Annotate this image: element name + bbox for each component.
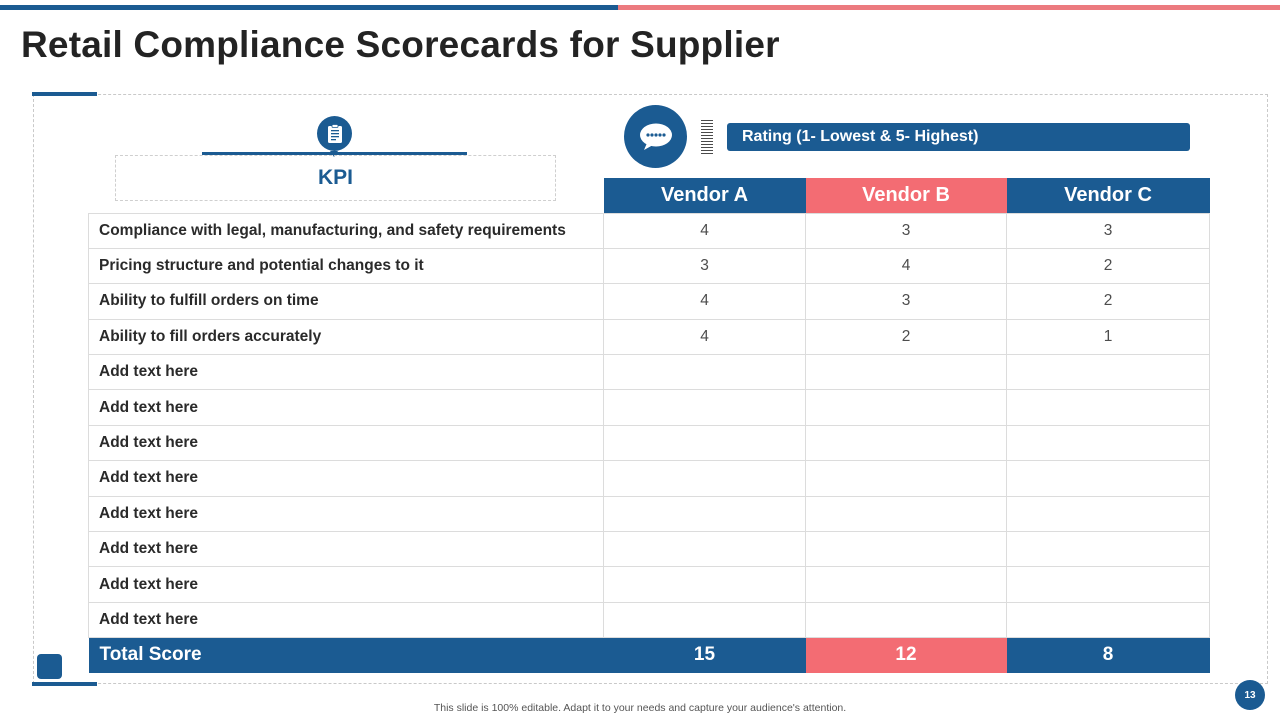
score-cell: 3 xyxy=(805,212,1007,249)
score-cell xyxy=(1006,601,1210,639)
score-cell: 4 xyxy=(603,283,806,320)
score-cell: 4 xyxy=(603,212,806,249)
score-cell xyxy=(805,389,1007,426)
score-cell: 4 xyxy=(805,247,1007,285)
frame-accent-bottom xyxy=(32,682,97,686)
clipboard-icon xyxy=(317,116,352,157)
top-accent-bar-blue xyxy=(0,5,618,10)
score-cell: 2 xyxy=(805,318,1007,356)
vendor-header-row: Vendor A Vendor B Vendor C xyxy=(89,178,1210,213)
table-row: Pricing structure and potential changes … xyxy=(88,247,1210,285)
kpi-label: KPI xyxy=(317,166,353,189)
score-cell xyxy=(805,424,1007,462)
kpi-cell: Add text here xyxy=(88,354,604,391)
slide-title: Retail Compliance Scorecards for Supplie… xyxy=(21,24,780,65)
kpi-cell: Compliance with legal, manufacturing, an… xyxy=(88,212,604,249)
kpi-cell: Add text here xyxy=(88,566,604,603)
score-cell xyxy=(1006,389,1210,426)
score-cell xyxy=(603,566,806,603)
score-cell: 4 xyxy=(603,318,806,356)
page-number: 13 xyxy=(1235,680,1265,710)
scorecard-table: Vendor A Vendor B Vendor C Compliance wi… xyxy=(88,178,1210,673)
score-cell: 3 xyxy=(603,247,806,285)
kpi-cell: Add text here xyxy=(88,424,604,462)
total-score-row: Total Score 15 12 8 xyxy=(88,637,1210,673)
vendor-c-header: Vendor C xyxy=(1006,178,1210,213)
total-score-vendor-b: 12 xyxy=(805,637,1007,673)
score-cell xyxy=(603,601,806,639)
score-cell: 1 xyxy=(1006,318,1210,356)
kpi-cell: Add text here xyxy=(88,495,604,533)
score-cell xyxy=(603,424,806,462)
table-row: Add text here xyxy=(88,389,1210,426)
kpi-header-box: KPI xyxy=(115,155,556,201)
kpi-cell: Add text here xyxy=(88,531,604,568)
rating-scale-banner: Rating (1- Lowest & 5- Highest) xyxy=(727,123,1190,151)
score-cell: 2 xyxy=(1006,247,1210,285)
kpi-column-header xyxy=(89,178,604,213)
table-row: Ability to fill orders accurately 4 2 1 xyxy=(88,318,1210,356)
score-cell xyxy=(805,460,1007,497)
table-row: Compliance with legal, manufacturing, an… xyxy=(88,212,1210,249)
kpi-underline xyxy=(202,152,467,155)
table-row: Add text here xyxy=(88,460,1210,497)
score-cell xyxy=(603,460,806,497)
kpi-cell: Add text here xyxy=(88,389,604,426)
score-cell xyxy=(603,495,806,533)
chat-bubble-icon xyxy=(624,105,687,168)
corner-square-decoration xyxy=(37,654,62,679)
table-row: Add text here xyxy=(88,354,1210,391)
score-cell xyxy=(603,354,806,391)
score-cell xyxy=(1006,424,1210,462)
score-cell xyxy=(1006,460,1210,497)
score-cell xyxy=(1006,495,1210,533)
table-row: Add text here xyxy=(88,531,1210,568)
top-accent-bar-pink xyxy=(618,5,1280,10)
score-cell xyxy=(805,354,1007,391)
vendor-b-header: Vendor B xyxy=(805,178,1007,213)
score-cell xyxy=(1006,531,1210,568)
score-cell xyxy=(1006,566,1210,603)
table-row: Add text here xyxy=(88,495,1210,533)
content-frame xyxy=(33,94,1268,684)
score-cell xyxy=(805,495,1007,533)
kpi-cell: Pricing structure and potential changes … xyxy=(88,247,604,285)
table-row: Ability to fulfill orders on time 4 3 2 xyxy=(88,283,1210,320)
score-cell xyxy=(805,566,1007,603)
kpi-cell: Add text here xyxy=(88,601,604,639)
kpi-cell: Ability to fulfill orders on time xyxy=(88,283,604,320)
kpi-cell: Add text here xyxy=(88,460,604,497)
frame-accent-top xyxy=(32,92,97,96)
score-cell xyxy=(603,531,806,568)
footer-note: This slide is 100% editable. Adapt it to… xyxy=(433,702,847,714)
score-cell xyxy=(805,601,1007,639)
kpi-cell: Ability to fill orders accurately xyxy=(88,318,604,356)
total-score-vendor-c: 8 xyxy=(1006,637,1210,673)
total-score-vendor-a: 15 xyxy=(603,637,806,673)
total-score-label: Total Score xyxy=(88,637,604,673)
table-row: Add text here xyxy=(88,566,1210,603)
score-cell: 3 xyxy=(805,283,1007,320)
score-cell xyxy=(1006,354,1210,391)
vendor-a-header: Vendor A xyxy=(603,178,806,213)
ladder-decoration xyxy=(701,120,713,154)
table-row: Add text here xyxy=(88,601,1210,639)
score-cell: 2 xyxy=(1006,283,1210,320)
score-cell: 3 xyxy=(1006,212,1210,249)
rating-scale-label: Rating (1- Lowest & 5- Highest) xyxy=(742,128,979,145)
score-cell xyxy=(603,389,806,426)
score-cell xyxy=(805,531,1007,568)
table-row: Add text here xyxy=(88,424,1210,462)
